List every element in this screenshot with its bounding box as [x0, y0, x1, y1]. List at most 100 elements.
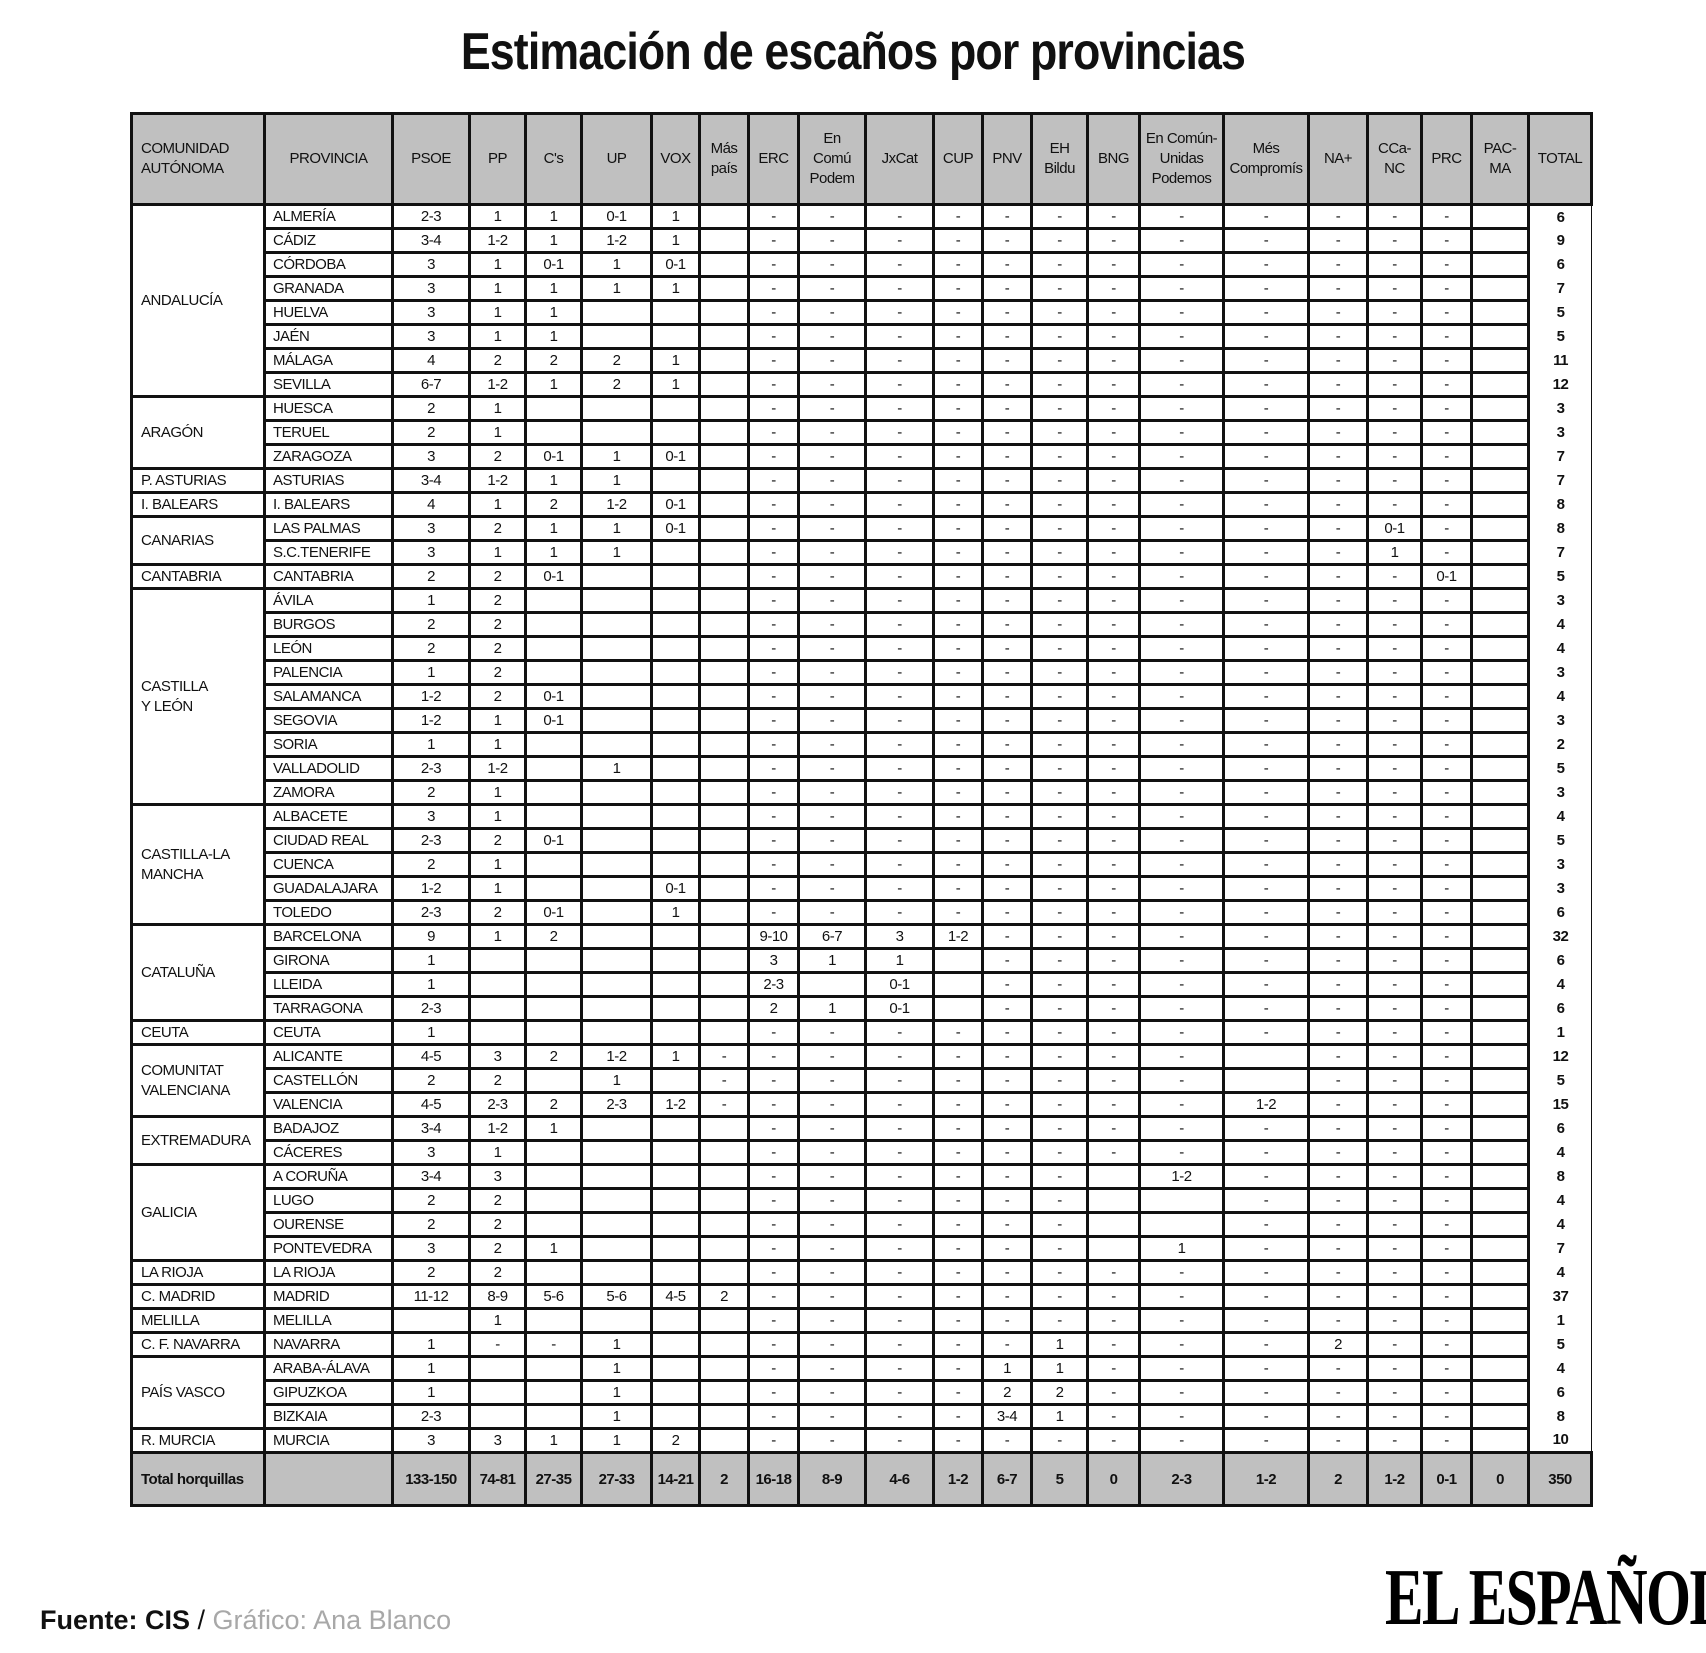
seats-cell: 2 — [1030, 1379, 1089, 1406]
province-cell: LUGO — [263, 1187, 394, 1214]
seats-cell: - — [1420, 635, 1473, 662]
seats-cell: - — [1030, 467, 1089, 494]
community-cell: MELILLA — [130, 1307, 266, 1334]
seats-cell: - — [1366, 1139, 1423, 1166]
seats-cell: - — [1222, 1163, 1310, 1190]
seats-cell: 1 — [391, 731, 471, 758]
seats-cell: - — [1307, 755, 1369, 782]
total-cell: 4 — [1527, 1260, 1592, 1285]
totals-cell: 5 — [1030, 1451, 1089, 1507]
seats-cell: 0-1 — [650, 491, 701, 518]
seats-cell: - — [1366, 323, 1423, 350]
seats-cell: - — [1086, 1139, 1141, 1166]
seats-cell: - — [864, 491, 935, 518]
seats-cell: - — [1366, 1187, 1423, 1214]
seats-cell: 6-7 — [391, 371, 471, 398]
seats-cell: 3 — [391, 539, 471, 566]
seats-cell — [580, 587, 653, 614]
seats-cell: - — [468, 1331, 527, 1358]
seats-cell: 0-1 — [650, 515, 701, 542]
seats-cell: - — [1420, 1163, 1473, 1190]
seats-cell: - — [698, 1043, 750, 1070]
seats-cell: 3 — [468, 1043, 527, 1070]
seats-cell: - — [1420, 323, 1473, 350]
seats-cell — [1470, 443, 1530, 470]
column-header: Más país — [698, 112, 750, 206]
seats-cell: - — [1420, 1187, 1473, 1214]
seats-cell: - — [1086, 1091, 1141, 1118]
community-cell: CANARIAS — [130, 515, 266, 566]
seats-cell: - — [1366, 947, 1423, 974]
seats-cell — [580, 899, 653, 926]
seats-cell — [650, 1187, 701, 1214]
seats-cell: - — [864, 875, 935, 902]
seats-cell — [524, 1211, 583, 1238]
seats-cell — [650, 587, 701, 614]
seats-cell — [1470, 971, 1530, 998]
seats-cell: - — [981, 707, 1033, 734]
seats-cell: - — [1138, 947, 1225, 974]
seats-cell: - — [1030, 923, 1089, 950]
seats-cell: 2-3 — [580, 1091, 653, 1118]
seats-cell: 1 — [524, 299, 583, 326]
table-row: MELILLA MELILLA 1- - - - - - - - - - - -1 — [130, 1307, 1592, 1334]
seats-cell: 3 — [391, 251, 471, 278]
seats-cell: - — [1086, 779, 1141, 806]
seats-cell: - — [1366, 1355, 1423, 1382]
seats-cell: - — [864, 779, 935, 806]
seats-cell: - — [1086, 587, 1141, 614]
seats-cell — [1470, 1115, 1530, 1142]
seats-cell — [1470, 491, 1530, 518]
seats-cell: - — [1366, 371, 1423, 398]
seats-cell: - — [1030, 611, 1089, 638]
seats-cell: - — [1086, 203, 1141, 230]
seats-cell: - — [797, 635, 867, 662]
seats-cell — [580, 683, 653, 710]
seats-cell: 3 — [391, 323, 471, 350]
community-cell: C. MADRID — [130, 1283, 266, 1310]
total-cell: 4 — [1527, 972, 1592, 997]
seats-cell — [698, 227, 750, 254]
seats-cell: - — [1086, 755, 1141, 782]
seats-cell: - — [1030, 899, 1089, 926]
province-cell: GRANADA — [263, 275, 394, 302]
seats-cell: - — [1138, 899, 1225, 926]
seats-cell: - — [747, 203, 800, 230]
seats-cell: - — [1086, 299, 1141, 326]
province-cell: HUELVA — [263, 299, 394, 326]
seats-cell — [650, 1355, 701, 1382]
seats-cell: - — [747, 635, 800, 662]
seats-cell: 1 — [650, 371, 701, 398]
seats-cell: - — [981, 587, 1033, 614]
seats-cell: 2-3 — [747, 971, 800, 998]
seats-cell: 0-1 — [650, 251, 701, 278]
seats-cell: - — [1366, 1163, 1423, 1190]
column-header: EH Bildu — [1030, 112, 1089, 206]
seats-cell: - — [864, 1163, 935, 1190]
seats-cell: - — [864, 1187, 935, 1214]
seats-cell — [524, 611, 583, 638]
seats-cell: - — [797, 1139, 867, 1166]
seats-cell — [1470, 1307, 1530, 1334]
seats-cell: - — [932, 1163, 984, 1190]
seats-cell — [698, 779, 750, 806]
column-header: C's — [524, 112, 583, 206]
community-cell: EXTREMADURA — [130, 1115, 266, 1166]
seats-cell: - — [797, 875, 867, 902]
seats-cell — [698, 1259, 750, 1286]
seats-cell: - — [1222, 419, 1310, 446]
seats-cell: - — [1030, 683, 1089, 710]
credit-text: Gráfico: Ana Blanco — [212, 1605, 452, 1635]
table-row: PAÍS VASCO ARABA-ÁLAVA 1 1- - - -1 1- - - - - -4 — [130, 1355, 1592, 1430]
total-cell: 3 — [1527, 396, 1592, 421]
seats-cell: 2 — [391, 395, 471, 422]
seats-cell: 0-1 — [524, 899, 583, 926]
seats-cell: - — [1366, 1235, 1423, 1262]
seats-cell — [524, 1355, 583, 1382]
separator: / — [190, 1605, 213, 1635]
province-cell: MURCIA — [263, 1427, 394, 1454]
seats-cell: 2 — [468, 1187, 527, 1214]
seats-cell: - — [1138, 371, 1225, 398]
seats-cell: - — [1222, 611, 1310, 638]
seats-cell: 2 — [468, 827, 527, 854]
